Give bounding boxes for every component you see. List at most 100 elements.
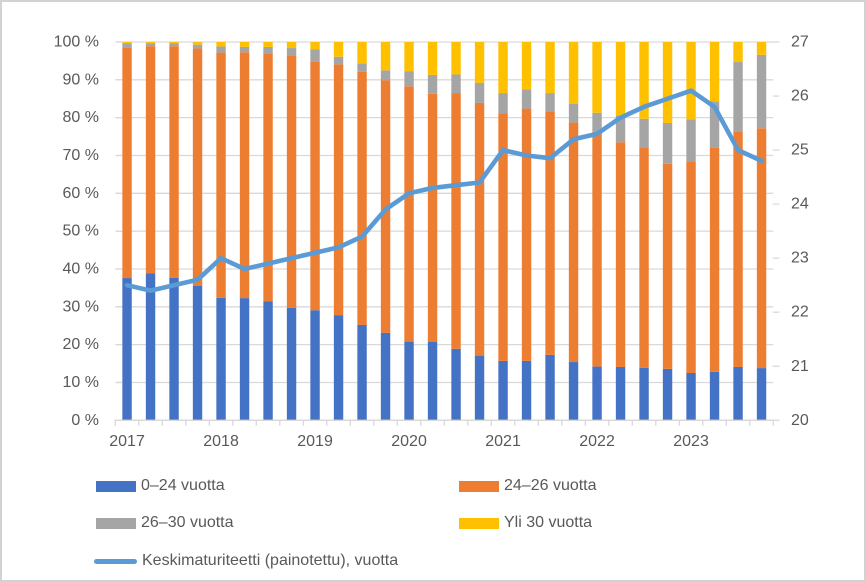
legend-label: 0–24 vuotta bbox=[141, 477, 225, 494]
bar-segment bbox=[709, 147, 720, 372]
bar-segment bbox=[216, 42, 226, 47]
y-axis-tick-label: 40 % bbox=[63, 260, 99, 277]
bar-segment bbox=[145, 46, 156, 274]
bar-segment bbox=[145, 42, 156, 44]
bar-segment bbox=[521, 360, 532, 421]
bar-segment bbox=[263, 46, 273, 54]
legend-item-26-30: 26–30 vuotta bbox=[96, 514, 234, 532]
y-axis-tick-label: 10 % bbox=[63, 374, 99, 391]
bar-segment bbox=[333, 42, 344, 57]
secondary-axis-tick-label: 22 bbox=[791, 304, 809, 321]
bar-segment bbox=[333, 64, 344, 316]
bar-segment bbox=[263, 42, 273, 47]
bar-segment bbox=[568, 122, 579, 363]
bar-segment bbox=[122, 43, 132, 48]
bar-segment bbox=[545, 93, 555, 112]
bar-segment bbox=[709, 371, 720, 421]
bar-segment bbox=[263, 53, 273, 302]
secondary-axis-tick-label: 23 bbox=[791, 250, 809, 267]
bar-segment bbox=[239, 298, 250, 421]
bar-segment bbox=[474, 82, 485, 103]
bar-segment bbox=[169, 43, 179, 47]
bar-segment bbox=[404, 71, 414, 87]
bar-segment bbox=[592, 42, 602, 113]
bar-segment bbox=[521, 42, 532, 90]
bar-segment bbox=[498, 113, 508, 361]
secondary-axis-tick-label: 21 bbox=[791, 358, 809, 375]
y-axis-tick-label: 80 % bbox=[63, 109, 99, 126]
bar-segment bbox=[686, 161, 696, 374]
y-axis-tick-label: 50 % bbox=[63, 223, 99, 240]
bar-segment bbox=[216, 52, 226, 298]
bar-segment bbox=[427, 42, 438, 75]
bar-segment bbox=[216, 46, 226, 53]
bar-segment bbox=[592, 131, 602, 367]
bar-segment bbox=[380, 332, 391, 421]
bar-segment bbox=[427, 93, 438, 342]
bar-segment bbox=[568, 42, 579, 104]
chart-canvas: 100 % 90 % 80 % 70 % 60 % 50 % 40 % 30 % 20 % 10 … bbox=[54, 34, 809, 451]
legend-label: Keskimaturiteetti (painotettu), vuotta bbox=[142, 552, 399, 569]
bar-segment bbox=[380, 80, 391, 333]
bar-segment bbox=[357, 324, 367, 421]
bar-segment bbox=[192, 286, 203, 421]
bar-segment bbox=[404, 42, 414, 72]
y-axis-tick-label: 70 % bbox=[63, 147, 99, 164]
bar-segment bbox=[615, 115, 626, 143]
bar-segment bbox=[310, 42, 320, 50]
y-axis-tick-label: 30 % bbox=[63, 298, 99, 315]
secondary-axis-tick-label: 24 bbox=[791, 196, 809, 213]
bar-segment bbox=[756, 42, 767, 55]
bar-segment bbox=[756, 54, 767, 129]
bar-segment bbox=[192, 42, 203, 45]
secondary-axis-tick-label: 27 bbox=[791, 34, 809, 51]
x-axis-year-label: 2017 bbox=[109, 433, 145, 450]
bar-segment bbox=[333, 56, 344, 65]
bar-segment bbox=[662, 42, 673, 123]
bar-segment bbox=[474, 42, 485, 83]
bar-segment bbox=[733, 131, 743, 367]
bar-segment bbox=[709, 101, 720, 148]
bar-segment bbox=[310, 310, 320, 421]
bar-segment bbox=[263, 301, 273, 421]
bar-segment bbox=[451, 93, 461, 349]
y-axis-tick-label: 60 % bbox=[63, 185, 99, 202]
legend-item-yli-30: Yli 30 vuotta bbox=[459, 514, 592, 532]
x-axis-year-label: 2021 bbox=[485, 433, 521, 450]
legend-label: Yli 30 vuotta bbox=[504, 514, 593, 531]
legend-item-0-24: 0–24 vuotta bbox=[96, 477, 225, 495]
bar-segment bbox=[592, 366, 602, 421]
bar-segment bbox=[498, 93, 508, 114]
legend-swatch-yli-30 bbox=[459, 517, 499, 529]
bar-segment bbox=[662, 163, 673, 369]
bar-segment bbox=[639, 147, 649, 368]
y-axis-tick-label: 90 % bbox=[63, 71, 99, 88]
bar-segment bbox=[615, 142, 626, 367]
legend-item-24-26: 24–26 vuotta bbox=[459, 477, 597, 495]
bar-segment bbox=[404, 341, 414, 421]
bar-segment bbox=[310, 49, 320, 62]
x-axis-year-label: 2018 bbox=[203, 433, 239, 450]
bar-segment bbox=[545, 111, 555, 355]
bar-segment bbox=[427, 74, 438, 94]
bar-segment bbox=[733, 62, 743, 132]
bar-segment bbox=[615, 366, 626, 421]
bar-segment bbox=[169, 277, 179, 421]
secondary-axis-tick-label: 25 bbox=[791, 142, 809, 159]
bar-segment bbox=[310, 61, 320, 311]
bar-segment bbox=[686, 373, 696, 421]
bar-segment bbox=[145, 273, 156, 421]
y-axis-tick-label: 0 % bbox=[71, 412, 99, 429]
bar-segment bbox=[686, 119, 696, 162]
y-axis-tick-label: 20 % bbox=[63, 336, 99, 353]
bar-segment bbox=[498, 42, 508, 94]
bar-segment bbox=[756, 128, 767, 369]
bar-segment bbox=[380, 42, 391, 71]
bar-segment bbox=[122, 42, 132, 44]
legend-label: 24–26 vuotta bbox=[504, 477, 597, 494]
bar-segment bbox=[474, 355, 485, 421]
y-axis-tick-label: 100 % bbox=[54, 34, 99, 51]
bar-segment bbox=[521, 108, 532, 361]
bar-segment bbox=[639, 118, 649, 148]
